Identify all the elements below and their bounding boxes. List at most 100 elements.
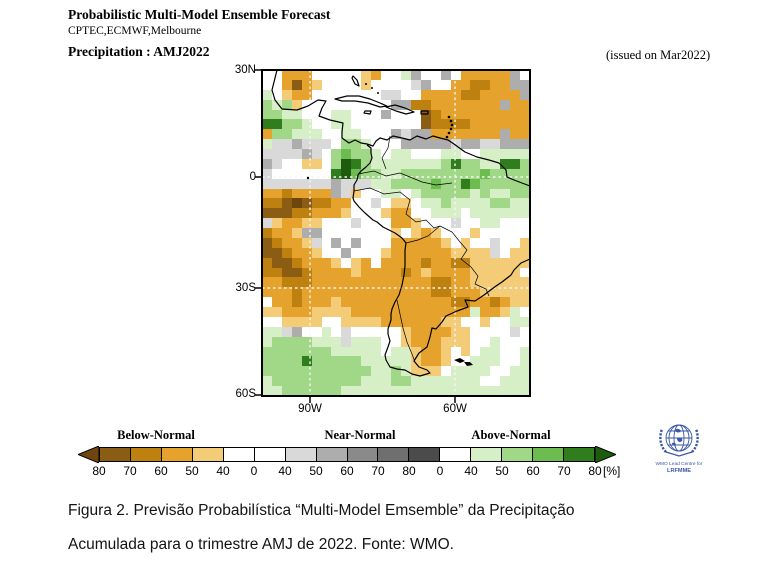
map-cell <box>262 257 272 268</box>
map-cell <box>490 129 501 140</box>
map-cell <box>281 70 292 80</box>
map-cell <box>460 129 471 140</box>
map-cell <box>391 228 401 238</box>
map-cell <box>301 356 312 367</box>
map-cell <box>420 376 431 387</box>
map-cell <box>490 89 501 100</box>
map-cell <box>321 366 332 377</box>
map-cell <box>271 346 282 357</box>
map-cell <box>281 208 292 219</box>
map-cell <box>391 109 401 120</box>
map-cell <box>410 356 421 367</box>
map-cell <box>381 198 392 209</box>
map-cell <box>321 188 332 199</box>
map-cell <box>301 237 312 248</box>
colorbar-tick-label: 40 <box>464 464 478 478</box>
map-cell <box>311 307 322 317</box>
map-cell <box>460 277 471 288</box>
map-cell <box>361 326 372 337</box>
colorbar-segment <box>161 448 193 461</box>
map-cell <box>510 356 521 367</box>
map-cell <box>430 178 441 189</box>
map-cell <box>470 218 481 229</box>
legend-label-above-normal: Above-Normal <box>471 428 551 442</box>
map-cell <box>351 89 362 100</box>
map-cell <box>400 376 411 387</box>
map-cell <box>450 99 461 110</box>
map-cell <box>430 356 441 367</box>
map-cell <box>351 218 362 229</box>
map-cell <box>480 386 491 396</box>
map-cell <box>331 316 342 327</box>
map-cell <box>351 356 362 367</box>
map-cell <box>291 267 302 278</box>
map-cell <box>371 326 382 337</box>
map-cell <box>341 79 352 90</box>
map-cell <box>470 158 481 169</box>
map-cell <box>281 287 292 298</box>
caption-line-1: Figura 2. Previsão Probabilística “Multi… <box>68 502 575 519</box>
map-cell <box>301 287 312 298</box>
map-cell <box>490 218 501 229</box>
map-cell <box>470 109 481 120</box>
map-cell <box>301 336 312 347</box>
map-cell <box>430 168 441 179</box>
map-cell <box>371 188 382 199</box>
map-cell <box>331 346 342 357</box>
map-cell <box>460 79 471 90</box>
map-cell <box>470 129 481 140</box>
map-cell <box>321 287 332 298</box>
map-cell <box>420 99 431 110</box>
map-cell <box>410 316 421 327</box>
map-cell <box>400 198 411 209</box>
map-cell <box>371 168 382 179</box>
map-cell <box>371 287 382 298</box>
map-cell <box>351 307 362 317</box>
map-cell <box>291 356 302 367</box>
map-cell <box>371 70 382 80</box>
map-cell <box>510 79 521 90</box>
map-cell <box>440 287 451 298</box>
colorbar-tick-label: 40 <box>278 464 292 478</box>
map-cell <box>311 366 322 377</box>
map-cell <box>440 188 451 199</box>
map-cell <box>400 316 411 327</box>
map-cell <box>311 346 322 357</box>
map-cell <box>291 297 302 308</box>
map-cell <box>271 139 282 150</box>
map-cell <box>520 356 530 367</box>
map-cell <box>520 307 530 317</box>
map-cell <box>361 376 372 387</box>
colorbar-segment <box>347 448 379 461</box>
map-cell <box>271 119 282 130</box>
map-cell <box>301 326 312 337</box>
map-cell <box>500 267 511 278</box>
map-cell <box>430 70 441 80</box>
map-cell <box>361 129 372 140</box>
map-cell <box>500 198 511 209</box>
map-cell <box>262 228 272 238</box>
map-cell <box>301 129 312 140</box>
map-cell <box>291 168 302 179</box>
map-cell <box>420 297 431 308</box>
map-cell <box>500 139 511 150</box>
map-cell <box>281 188 292 199</box>
map-cell <box>400 158 411 169</box>
map-cell <box>271 267 282 278</box>
map-cell <box>361 237 372 248</box>
colorbar-tick-label: 50 <box>185 464 199 478</box>
map-cell <box>271 218 282 229</box>
map-cell <box>480 326 491 337</box>
map-cell <box>361 158 372 169</box>
map-cell <box>351 376 362 387</box>
map-cell <box>271 168 282 179</box>
map-cell <box>420 346 431 357</box>
colorbar-tick-label: 80 <box>588 464 602 478</box>
map-cell <box>420 267 431 278</box>
map-cell <box>321 376 332 387</box>
map-cell <box>520 139 530 150</box>
map-cell <box>341 70 352 80</box>
map-cell <box>341 346 352 357</box>
map-cell <box>510 376 521 387</box>
map-cell <box>371 247 382 258</box>
